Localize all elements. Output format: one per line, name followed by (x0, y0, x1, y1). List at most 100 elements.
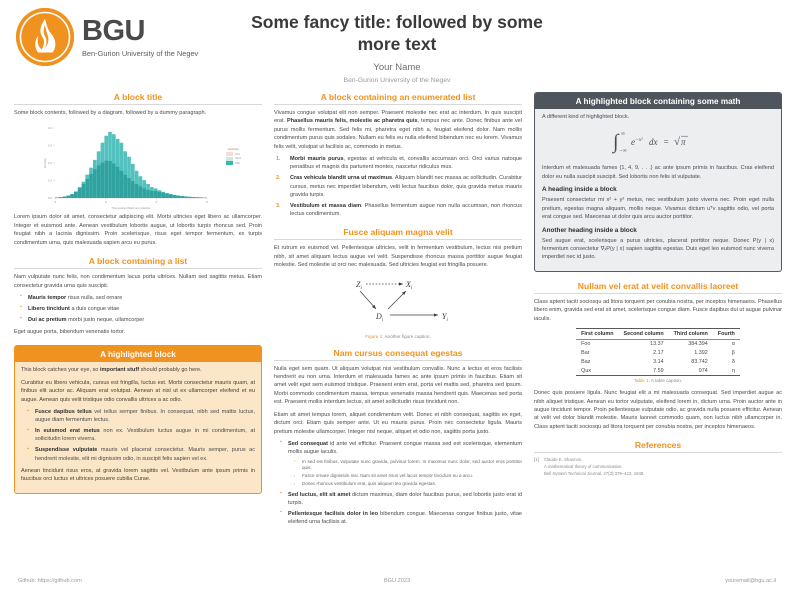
list-item: Suspendisse vulputate mauris vel placera… (27, 446, 255, 463)
footer-email[interactable]: youremail@bgu.ac.il (725, 578, 777, 584)
histogram-bar (93, 169, 97, 199)
histogram-bar (138, 186, 143, 199)
legend-label: LIML (235, 161, 241, 165)
node-label-x: Xi (405, 280, 413, 291)
list-item: Sed luctus, elit sit amet dictum maximus… (280, 490, 522, 508)
inner-heading-two: Another heading inside a block (542, 226, 637, 234)
histogram-bar (119, 143, 124, 199)
sub-list-item: In sed est finibus, vulputate nunc gravi… (294, 458, 522, 473)
bullet-list: Mauris tempor risus nulla, sed ornare Lib… (14, 293, 262, 324)
table-cell: δ (731, 359, 735, 366)
table-cell: 3.14 (653, 359, 664, 366)
table-cell: Foo (581, 341, 591, 348)
table-cell: β (731, 350, 735, 357)
math-after-equation-text: Interdum et malesuada fames {1, 4, 9, . … (542, 165, 774, 180)
table-cell: 1.392 (694, 350, 708, 357)
histogram-bar (123, 151, 128, 199)
axis-tick-label: 8 (206, 200, 208, 204)
inner-paragraph-two: Sed augue erat, scelerisque a purus ultr… (542, 237, 774, 261)
histogram-bar (172, 195, 177, 199)
chart-legend: Estimator OLS 2SLS LIML (226, 148, 241, 166)
list-item-text: bibendum congue. Maecenas congue finibus… (288, 510, 522, 526)
heading-rule (534, 452, 782, 454)
axis-tick-label: 0.1 (48, 179, 53, 183)
list-item-text: . Aliquam blandit nec massa ac sollicitu… (290, 175, 522, 198)
list-item: In euismod erat metus non ex. Vestibulum… (27, 427, 255, 444)
highlighted-block-body: This block catches your eye, so importan… (15, 362, 261, 492)
histogram-bar (127, 178, 131, 199)
list-item-label: Libero tincidunt (28, 305, 70, 312)
poster-columns: A block title Some block contents, follo… (0, 92, 794, 552)
legend-rows: OLS 2SLS LIML (226, 152, 241, 166)
reference-number: [1] (534, 457, 539, 463)
reference-entry: [1] Claude E. Shannon. A mathematical theo… (534, 457, 782, 477)
node-label-y: Yi (442, 312, 448, 323)
list-item: Morbi mauris purus, egestas at vehicula … (276, 155, 522, 172)
sub-list-item: Donec rhoncus vestibulum erat, quis aliq… (294, 481, 522, 488)
logo-acronym: BGU (82, 14, 145, 47)
figure-caption-text: Another figure caption. (383, 333, 431, 339)
flame-icon (16, 8, 74, 66)
integral-sign: ∫ (611, 131, 620, 154)
histogram-bar (89, 174, 93, 199)
histogram-svg: 0.0 0.1 0.2 0.3 0.4 -4 0 4 8 Theoretical Wald tes… (43, 126, 208, 210)
block-heading: Fusce aliquam magna velit (343, 227, 453, 238)
highlight-paragraph: Curabitur eu libero vehicula, cursus est… (21, 379, 255, 403)
equation-svg: ∫ ∞ −∞ e−x² dx = √ π (611, 131, 688, 154)
logo-text-group: BGU Ben-Gurion University of the Negev (82, 14, 198, 58)
histogram-bar (112, 163, 116, 199)
column-middle: A block containing an enumerated list Vi… (274, 92, 522, 552)
integral-upper-limit: ∞ (621, 131, 625, 137)
block-heading: Nam cursus consequat egestas (333, 347, 463, 358)
histogram-bar (191, 197, 196, 199)
histogram-bar (184, 197, 188, 199)
legend-swatch (226, 161, 234, 166)
data-table: First column Second column Third column Fou… (576, 328, 740, 377)
histogram-bar (115, 167, 120, 199)
list-block-outro: Eget augue porta, bibendum venenatis tor… (14, 328, 126, 335)
intro-part-a: Vivamus congue volutpat elit non semper.… (274, 110, 522, 125)
node-label-z: Zi (356, 280, 362, 291)
histogram-bar (150, 191, 154, 199)
histogram-bar (131, 164, 135, 199)
histogram-bar (74, 192, 78, 199)
axis-tick-label: 4 (155, 200, 157, 204)
histogram-bar (195, 197, 200, 199)
edge-z-to-d (359, 290, 377, 309)
list-item-label: Suspendisse vulputate (35, 447, 98, 454)
legend-title: Estimator (228, 148, 240, 152)
legend-label: OLS (235, 152, 240, 156)
histogram-bar (169, 194, 173, 199)
highlight-lead-post: should probably go here. (139, 367, 202, 374)
histogram-bar (131, 181, 135, 199)
list-item-text: morbi justo neque, ullamcorper (66, 316, 145, 323)
axis-tick-label: -4 (54, 200, 57, 204)
footer-github-link[interactable]: Github: https://github.com (18, 578, 82, 584)
heading-rule (274, 359, 522, 361)
histogram-bar (161, 193, 166, 199)
paragraph-two: Etiam sit amet tempus lorem, aliquet con… (274, 411, 522, 435)
heading-rule (14, 268, 262, 270)
table-header-row: First column Second column Third column Fou… (576, 328, 740, 341)
table-cell: Qux (576, 366, 619, 377)
histogram-chart: 0.0 0.1 0.2 0.3 0.4 -4 0 4 8 Theoretical Wald tes… (33, 122, 243, 210)
histogram-bar (146, 190, 150, 199)
list-item-text: . Phasellus fermentum augue non nulla ac… (290, 202, 522, 217)
enumerated-list: Morbi mauris purus, egestas at vehicula … (274, 155, 522, 218)
list-item-label: Pellentesque facilisis dolor in leo (288, 510, 378, 517)
university-logo: BGU Ben-Gurion University of the Negev (16, 8, 246, 66)
figure-caption: Figure 1: Another figure caption. (274, 334, 522, 339)
list-item: Vestibulum et massa diam. Phasellus ferm… (276, 202, 522, 219)
axis-tick-label: 0.2 (48, 161, 53, 165)
highlight-bullet-list: Fusce dapibus tellus vel tellus semper f… (21, 408, 255, 463)
list-item-label: Morbi mauris purus (290, 156, 344, 163)
poster-footer: Github: https://github.com BGU 2023 your… (0, 578, 794, 584)
figure-caption-label: Figure 1: (365, 333, 384, 339)
table-body: Foo 13.37 384.394 α Bar 2.17 1.392 β Baz 3.14 83.7… (576, 340, 740, 377)
list-block-intro: Nam vulputate nunc felis, non condimentu… (14, 274, 262, 289)
math-block-lead: A different kind of highlighted block. (542, 114, 630, 120)
list-item-label: Dui ac pretium (28, 316, 67, 323)
axis-tick-label: 0.4 (48, 126, 53, 130)
block-table: Nullam vel erat at velit convallis laore… (534, 281, 782, 432)
